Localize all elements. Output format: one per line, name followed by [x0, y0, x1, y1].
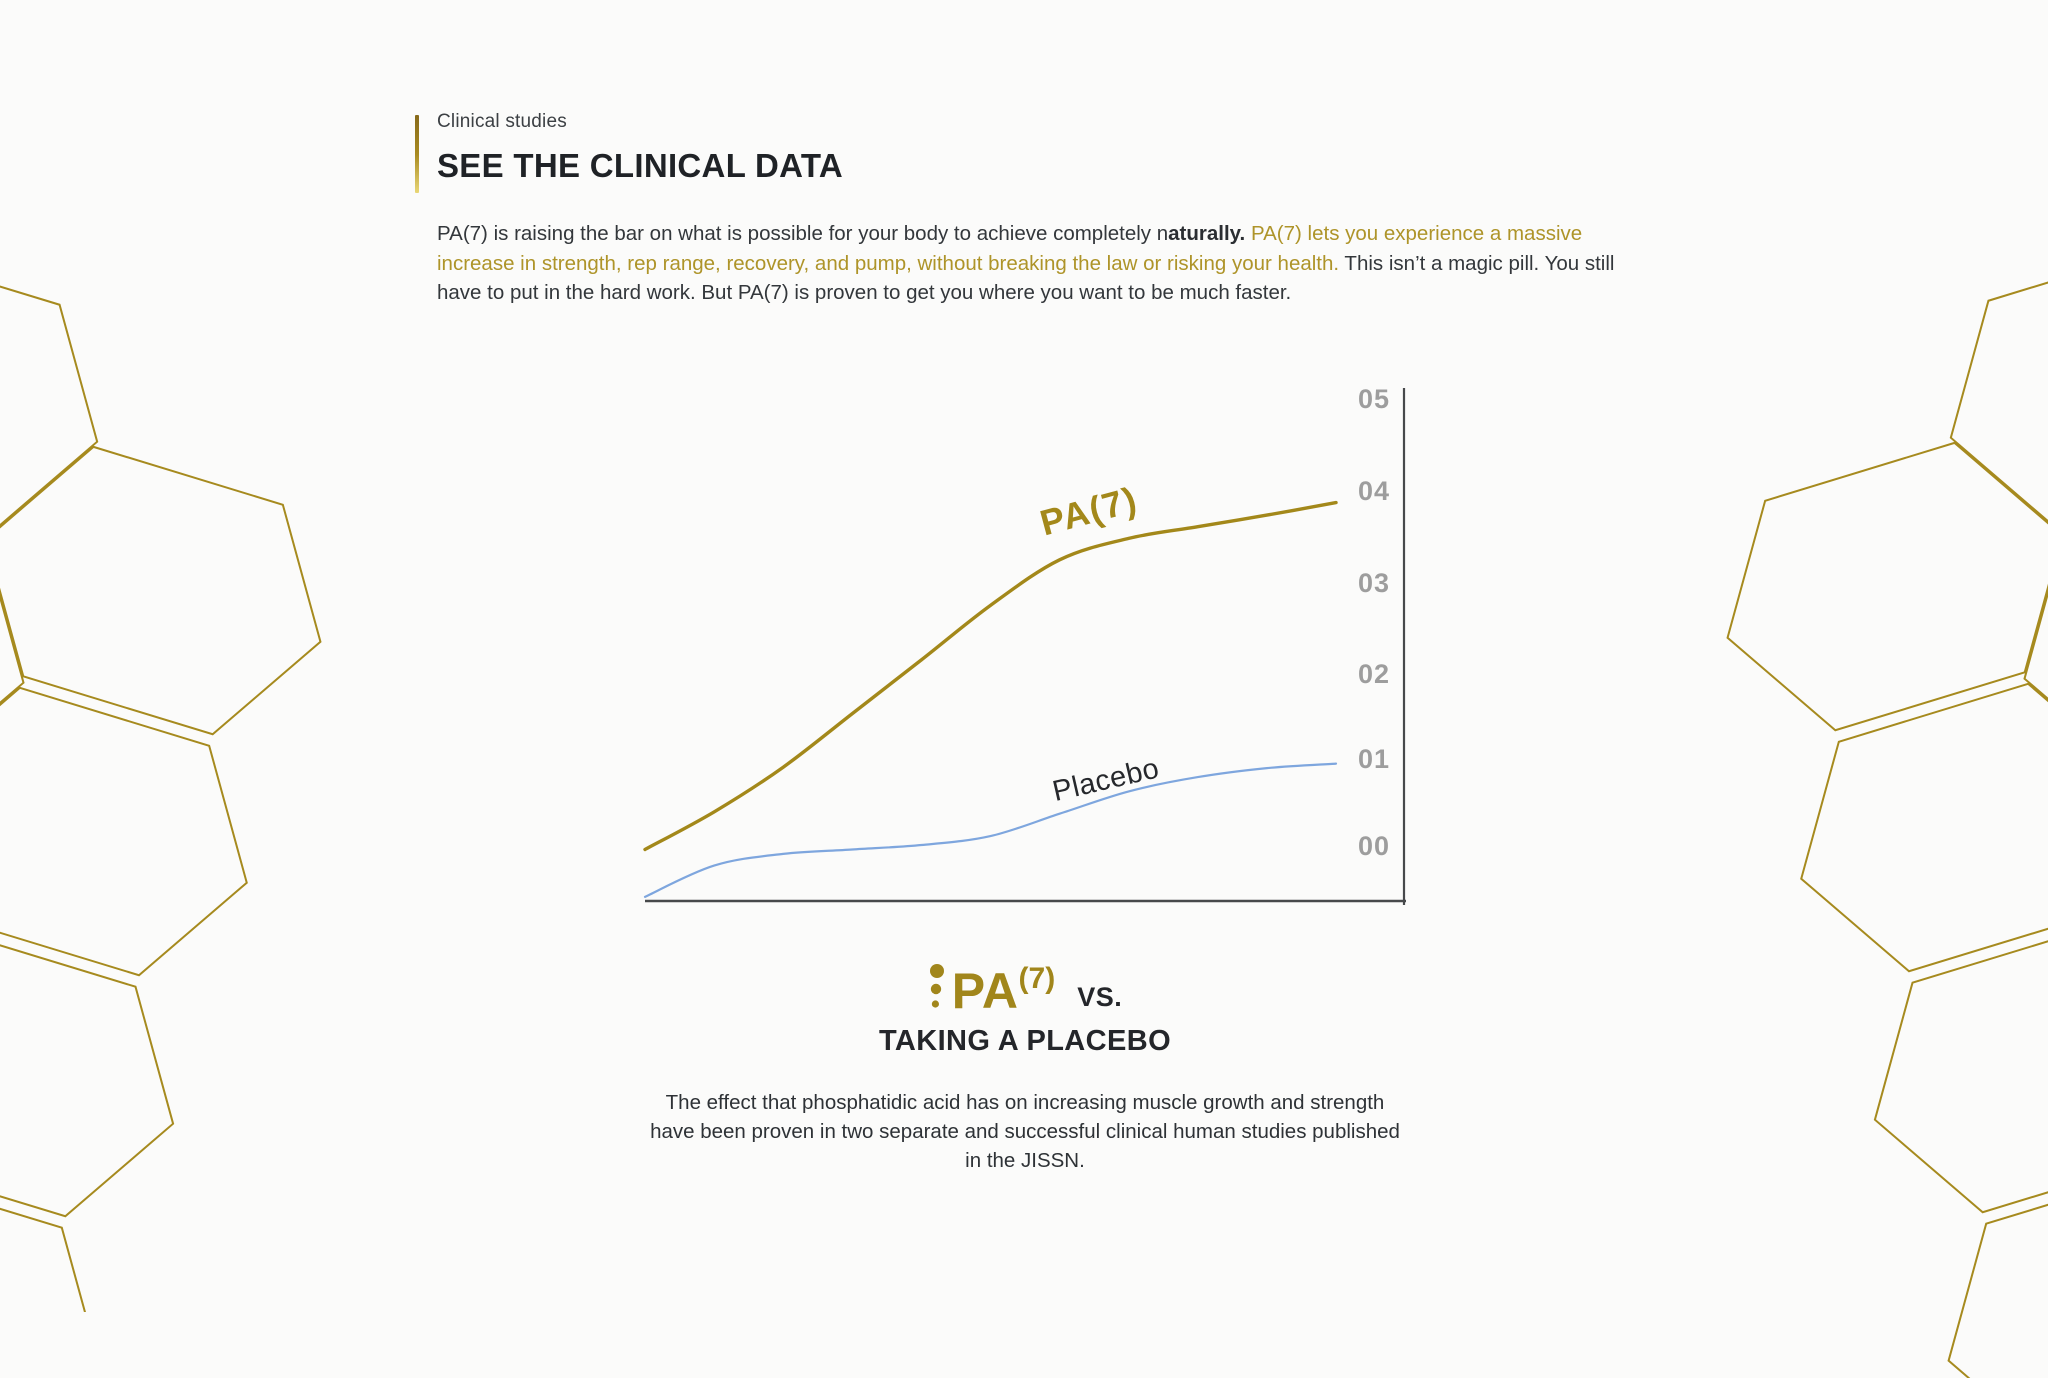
pa7-logo-text: PA [951, 963, 1019, 1019]
y-tick-label: 05 [1358, 384, 1390, 414]
pa7-line-label: PA(7) [1036, 478, 1142, 543]
pa7-logo-superscript: (7) [1018, 962, 1056, 995]
intro-paragraph: PA(7) is raising the bar on what is poss… [437, 219, 1647, 308]
y-tick-label: 04 [1358, 476, 1390, 506]
comparison-description: The effect that phosphatidic acid has on… [650, 1091, 1400, 1172]
comparison-title: TAKING A PLACEBO [878, 1025, 1172, 1057]
section-eyebrow: Clinical studies [437, 111, 567, 132]
placebo-line [643, 762, 1338, 898]
intro-text-highlight: PA(7) lets you experience a massive incr… [437, 222, 1583, 275]
y-tick-label: 02 [1358, 659, 1390, 689]
intro-text-2: This isn’t a magic pill. You still have … [437, 251, 1615, 305]
pa7-line [643, 500, 1338, 852]
y-tick-label: 00 [1358, 831, 1390, 861]
placebo-line-label: Placebo [1050, 752, 1163, 808]
comparison-block: PA (7) VS. TAKING A PLACEBO The effect t… [625, 952, 1425, 1175]
vs-label: VS. [1077, 982, 1123, 1012]
clinical-chart: 05 04 03 02 01 00 PA(7) Placebo [643, 384, 1417, 913]
section-header: Clinical studies SEE THE CLINICAL DATA [415, 110, 843, 193]
intro-text-1: PA(7) is raising the bar on what is poss… [437, 222, 1169, 245]
accent-bar [415, 115, 419, 193]
pa7-logo-row: PA (7) VS. [625, 952, 1425, 1016]
page-title: SEE THE CLINICAL DATA [437, 147, 843, 184]
intro-text-bold: aturally. [1168, 222, 1246, 245]
y-tick-label: 01 [1358, 744, 1390, 774]
logo-dots-icon [929, 964, 944, 1008]
y-tick-label: 03 [1358, 568, 1390, 598]
